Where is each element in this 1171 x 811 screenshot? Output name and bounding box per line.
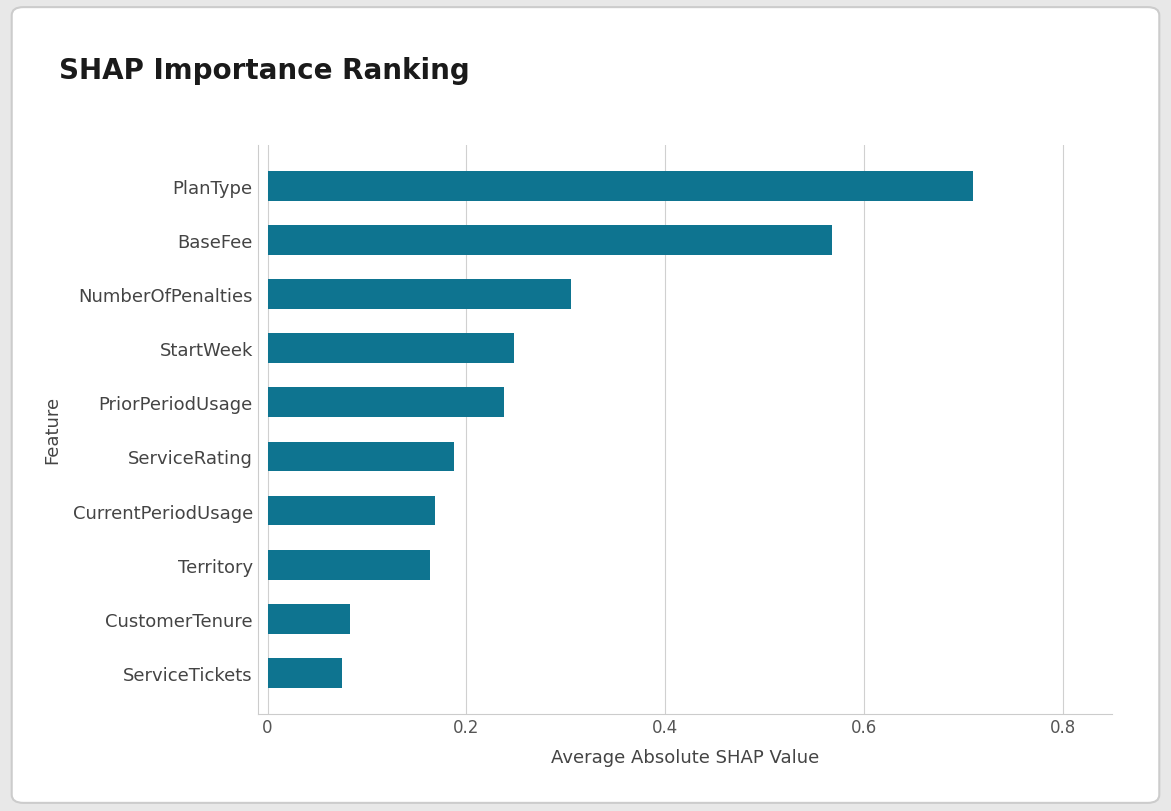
Bar (267, 172, 973, 201)
Bar (267, 659, 342, 688)
X-axis label: Average Absolute SHAP Value: Average Absolute SHAP Value (550, 748, 820, 766)
Y-axis label: Feature: Feature (43, 396, 61, 464)
Bar (267, 280, 570, 310)
Bar (267, 496, 434, 526)
Bar (267, 334, 514, 363)
Bar (267, 225, 833, 255)
Text: SHAP Importance Ranking: SHAP Importance Ranking (59, 57, 470, 84)
Bar (267, 442, 454, 472)
Bar (267, 604, 350, 634)
Bar (267, 550, 430, 580)
Bar (267, 388, 505, 418)
